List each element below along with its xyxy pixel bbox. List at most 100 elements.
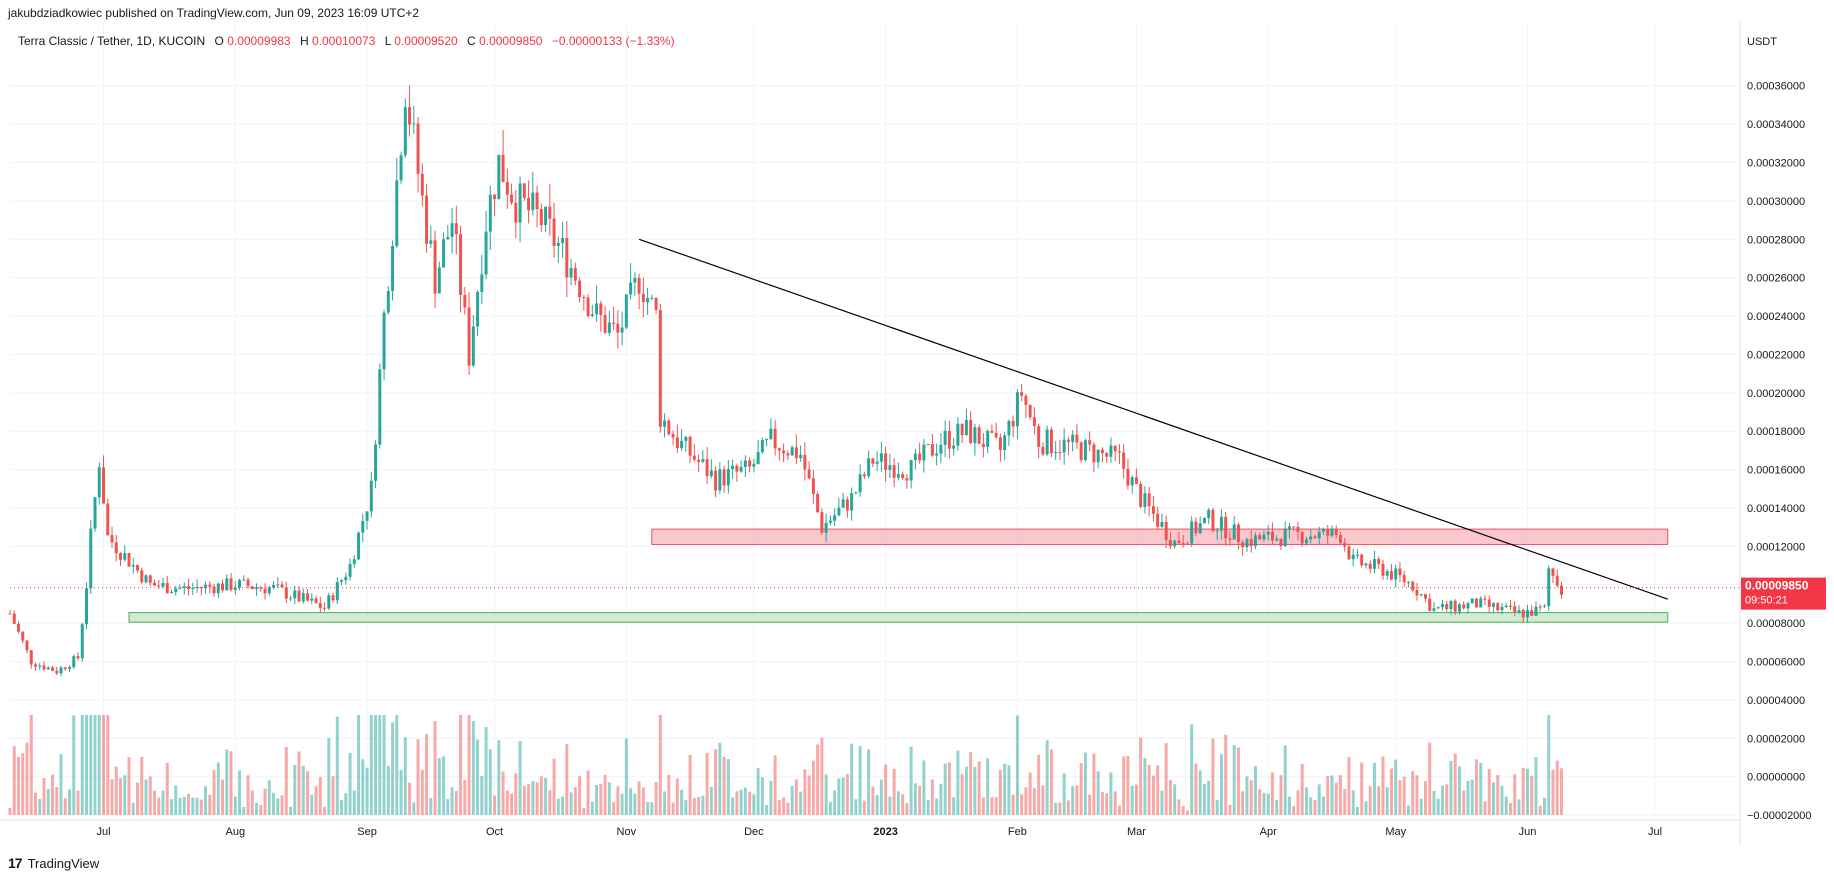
candle-body <box>352 559 356 565</box>
descending-trendline[interactable] <box>638 238 1668 600</box>
candle-body <box>1088 440 1092 445</box>
candle-body <box>450 223 454 237</box>
candle-body <box>259 587 263 589</box>
volume-bar <box>1538 805 1542 815</box>
candle-body <box>922 444 926 461</box>
candle-body <box>42 665 46 670</box>
volume-bar <box>1245 776 1249 815</box>
volume-bar <box>650 802 654 815</box>
volume-bar <box>586 770 590 815</box>
volume-bar <box>17 756 20 815</box>
time-tick-label: Jun <box>1519 826 1537 838</box>
volume-bar <box>493 795 497 815</box>
candle-body <box>650 297 654 299</box>
volume-bar <box>242 806 246 815</box>
volume-bar <box>1160 790 1164 815</box>
candle-body <box>1304 539 1308 544</box>
candle-body <box>416 123 420 174</box>
candle-body <box>1236 524 1240 543</box>
volume-bar <box>1100 792 1104 815</box>
candle-body <box>939 444 943 454</box>
volume-bar <box>21 753 25 815</box>
volume-bar <box>1262 792 1266 815</box>
candle-body <box>454 223 458 235</box>
candle-body <box>998 437 1002 451</box>
volume-bar <box>748 791 752 815</box>
candle-body <box>93 497 97 529</box>
price-tick-label: 0.00012000 <box>1747 541 1805 553</box>
volume-bar <box>301 765 305 815</box>
volume-bar <box>1525 768 1529 815</box>
candle-body <box>1462 604 1466 609</box>
volume-bar <box>25 742 29 815</box>
candle-body <box>229 578 233 590</box>
volume-bar <box>675 778 679 815</box>
volume-bar <box>871 786 875 815</box>
candle-body <box>225 578 229 591</box>
candle-body <box>824 522 828 533</box>
candle-body <box>862 474 866 477</box>
volume-bar <box>399 769 403 815</box>
candle-body <box>1177 540 1181 544</box>
candle-body <box>1083 440 1087 461</box>
volume-bar <box>34 792 37 815</box>
volume-bar <box>114 766 118 815</box>
volume-bar <box>403 737 407 815</box>
volume-bar <box>412 802 416 815</box>
volume-bar <box>828 801 832 815</box>
volume-bar <box>544 777 548 815</box>
candle-body <box>675 437 679 449</box>
candle-body <box>429 240 433 244</box>
volume-bar <box>578 776 582 815</box>
candle-body <box>777 448 781 451</box>
volume-bar <box>89 715 93 815</box>
volume-bar <box>1530 775 1534 815</box>
candle-body <box>1215 530 1219 532</box>
volume-bar <box>1266 793 1270 815</box>
candle-body <box>1343 542 1347 547</box>
candle-body <box>395 180 399 246</box>
candle-body <box>1317 531 1321 539</box>
volume-bar <box>833 790 837 815</box>
volume-bar <box>255 802 259 815</box>
candle-body <box>255 587 259 590</box>
resistance-zone[interactable] <box>651 528 1669 545</box>
volume-bar <box>726 759 730 815</box>
candle-body <box>539 209 543 226</box>
candle-body <box>8 613 12 615</box>
candle-body <box>1092 444 1096 463</box>
candle-body <box>837 507 841 516</box>
volume-bar <box>548 790 552 815</box>
volume-bar <box>1024 787 1028 815</box>
support-zone[interactable] <box>128 612 1669 623</box>
candle-body <box>760 439 764 453</box>
price-tick-label: 0.00002000 <box>1747 733 1805 745</box>
candle-body <box>1394 568 1398 580</box>
candle-body <box>1398 568 1402 576</box>
volume-bar <box>1134 784 1138 815</box>
last-price-value: 0.00009850 <box>1745 579 1809 593</box>
candle-body <box>790 447 794 456</box>
candle-body <box>726 469 730 486</box>
volume-bar <box>136 782 140 815</box>
price-tick-label: 0.00000000 <box>1747 772 1805 784</box>
volume-bar <box>1083 752 1087 815</box>
volume-bar <box>352 790 356 815</box>
volume-bar <box>1071 786 1075 815</box>
volume-bar <box>340 800 344 815</box>
candle-body <box>187 586 191 589</box>
candle-body <box>1041 446 1045 455</box>
legend-close-label: C <box>467 34 476 48</box>
volume-bar <box>463 779 467 815</box>
candle-body <box>1457 604 1461 612</box>
tradingview-logo[interactable]: 17 TradingView <box>8 855 99 871</box>
candle-body <box>34 664 37 667</box>
volume-bar <box>378 715 382 815</box>
candle-body <box>476 291 480 327</box>
volume-bar <box>735 791 739 815</box>
legend: Terra Classic / Tether, 1D, KUCOIN O 0.0… <box>18 34 675 48</box>
volume-bar <box>1487 768 1491 815</box>
candle-body <box>1096 449 1100 463</box>
candle-body <box>1547 568 1551 606</box>
